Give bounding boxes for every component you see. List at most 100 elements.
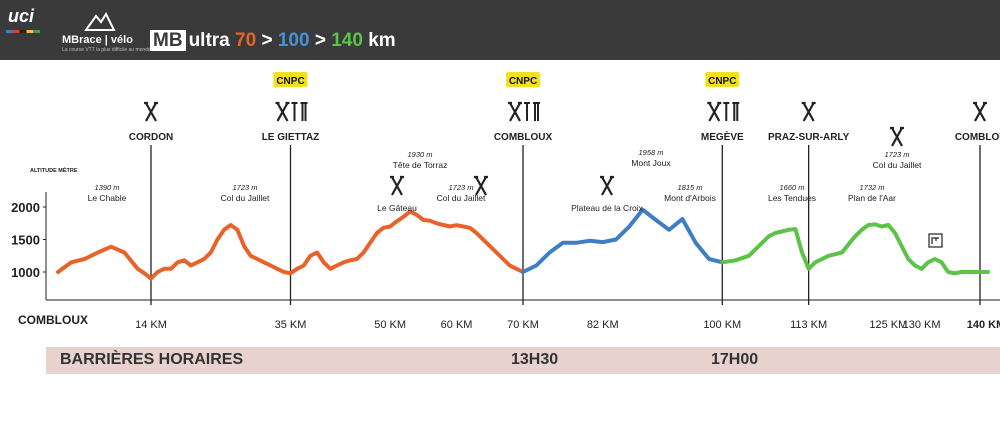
x-tick-label: 130 KM	[903, 319, 941, 331]
barrier-time-100km: 17H00	[711, 351, 759, 368]
title-box: MB	[150, 30, 186, 51]
aid-station-label: MEGÈVE	[701, 130, 744, 143]
peak-name: Les Tendues	[768, 193, 816, 203]
peak-name: Col du Jaillet	[221, 193, 270, 203]
aid-station: COMBLOUX	[955, 101, 1000, 143]
y-tick-label: 2000	[11, 200, 40, 215]
peak-name: Col du Jaillet	[437, 193, 486, 203]
x-tick-label: 50 KM	[374, 319, 406, 331]
uci-logo: uci	[8, 6, 35, 26]
elevation-line-1	[56, 209, 525, 281]
fork-knife-icon	[508, 101, 522, 122]
peak-name: Plan de l'Aar	[848, 193, 896, 203]
fork-knife-icon	[973, 101, 987, 122]
x-tick-label: 82 KM	[587, 319, 619, 331]
cnpc-label: CNPC	[509, 76, 537, 87]
bike-wash-icon	[928, 233, 943, 248]
cnpc-label: CNPC	[276, 76, 304, 87]
fork-knife-icon	[474, 175, 488, 196]
peak-name: Mont Joux	[631, 158, 671, 168]
aid-station: COMBLOUX CNPC	[494, 72, 553, 143]
peak-altitude: 1660 m	[779, 183, 804, 192]
elevation-line-2	[521, 207, 725, 274]
peak-altitude: 1390 m	[94, 183, 119, 192]
x-ticks: 14 KM 35 KM 50 KM 60 KM 70 KM 82 KM 100 KM 113 …	[135, 319, 1000, 331]
peak-altitude: 1732 m	[859, 183, 884, 192]
x-tick-label: 113 KM	[790, 319, 827, 331]
fork-knife-icon	[890, 126, 904, 147]
mbrace-tagline: La course VTT la plus difficile au monde	[62, 47, 151, 53]
fork-knife-icon	[275, 101, 290, 122]
title-distance-70: 70	[235, 30, 257, 51]
peak-altitude: 1723 m	[448, 183, 473, 192]
fork-knife-icon	[390, 175, 404, 196]
peak-name: Mont d'Arbois	[664, 193, 716, 203]
y-axis-label: ALTITUDE MÈTRE	[30, 166, 78, 174]
cnpc-badge	[273, 72, 308, 87]
aid-station-label: COMBLOUX	[955, 132, 1000, 143]
cnpc-badge	[506, 72, 540, 87]
elevation-series	[56, 207, 990, 281]
tools-icon	[291, 102, 308, 121]
header-bar: uci MBrace | vélo La course VTT la plus …	[0, 0, 1000, 60]
peak-label: Plateau de la Croix	[571, 175, 644, 213]
aid-stations: CORDON LE GIETTAZ CNPC COMBLOUX CNPC MEGÈVE CN…	[129, 72, 1000, 143]
title-distance-100: 100	[277, 30, 310, 51]
elevation-line-3	[720, 222, 990, 276]
peak-altitude: 1723 m	[884, 150, 909, 159]
peak-altitude: 1930 m	[407, 150, 432, 159]
y-tick-label: 1000	[11, 265, 40, 280]
peak-name: Le Gâteau	[377, 203, 417, 213]
peak-name: Le Chable	[88, 193, 127, 203]
y-ticks: 1000 1500 2000	[11, 200, 46, 280]
peak-label: 1390 mLe Chable	[88, 183, 127, 203]
tools-icon	[524, 102, 540, 121]
mountain-icon	[84, 11, 116, 31]
fork-knife-icon	[600, 175, 614, 196]
tools-icon	[723, 102, 740, 121]
x-tick-label: 125 KM	[869, 319, 907, 331]
aid-station: CORDON	[129, 101, 173, 143]
title-distance-140: 140	[331, 30, 363, 51]
aid-station-label: COMBLOUX	[494, 132, 553, 143]
mbrace-logo: MBrace | vélo	[62, 34, 133, 46]
peak-name: Plateau de la Croix	[571, 203, 644, 213]
cnpc-label: CNPC	[708, 76, 736, 87]
drop-lines	[150, 145, 981, 305]
elevation-chart: ALTITUDE MÈTRE COMBLOUX 1000 1500 2000 14 …	[11, 72, 1000, 331]
title-sep-2: >	[314, 30, 326, 51]
aid-station: PRAZ-SUR-ARLY	[768, 101, 850, 143]
start-label: COMBLOUX	[18, 313, 88, 327]
x-tick-label: 14 KM	[135, 319, 167, 331]
peak-name: Col du Jaillet	[873, 160, 922, 170]
fork-knife-icon	[801, 101, 816, 122]
aid-station-label: PRAZ-SUR-ARLY	[768, 132, 850, 143]
cnpc-badge	[705, 72, 740, 87]
peak-altitude: 1723 m	[232, 183, 257, 192]
x-tick-label: 35 KM	[275, 319, 307, 331]
peak-altitude: 1815 m	[677, 183, 702, 192]
aid-station: LE GIETTAZ CNPC	[262, 72, 319, 143]
title-word: ultra	[188, 30, 230, 51]
peak-name: Tête de Torraz	[393, 160, 448, 170]
y-tick-label: 1500	[11, 233, 40, 248]
barrier-label: BARRIÈRES HORAIRES	[60, 351, 244, 368]
title-sep-1: >	[261, 30, 273, 51]
peak-label: Le Gâteau	[377, 175, 417, 213]
title-unit: km	[368, 30, 396, 51]
fork-knife-icon	[144, 101, 158, 122]
x-tick-label: 140 KM	[967, 319, 1000, 331]
aid-station: MEGÈVE CNPC	[701, 72, 744, 143]
aid-station-label: CORDON	[129, 132, 173, 143]
uci-stripes-icon	[6, 30, 40, 33]
barrier-time-70km: 13H30	[511, 351, 559, 368]
